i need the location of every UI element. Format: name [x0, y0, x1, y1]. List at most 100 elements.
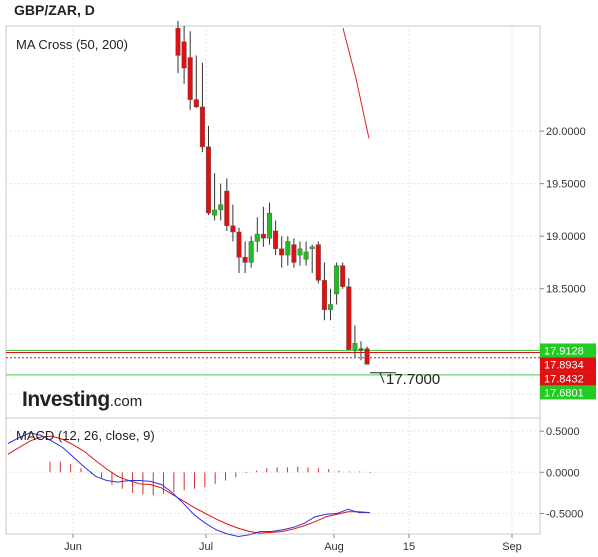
price-tag-1: 17.8934: [540, 357, 596, 372]
candle-body-2: [187, 57, 193, 100]
candle-22: [309, 244, 315, 273]
candle-body-8: [224, 190, 230, 226]
macd-series: [7, 432, 371, 537]
y-tick-label-1: 19.5000: [546, 179, 586, 191]
price-annotation: 17.7000: [370, 371, 440, 388]
candle-body-11: [242, 257, 248, 263]
candle-body-19: [291, 244, 297, 263]
candle-body-25: [328, 304, 334, 310]
chart-title: GBP/ZAR, D: [14, 2, 95, 18]
y-tick-label-0: 20.0000: [546, 126, 586, 138]
candle-30: [358, 341, 364, 361]
macd-signal-line: [7, 435, 371, 534]
price-tag-3: 17.6801: [540, 385, 596, 400]
candle-1: [181, 26, 187, 84]
candle-27: [340, 262, 346, 289]
x-tick-label-2: Aug: [324, 541, 344, 553]
brand-suffix: .com: [109, 393, 143, 410]
candle-17: [279, 236, 285, 268]
price-tags: 17.9128 17.8934 17.8432 17.6801: [540, 343, 596, 400]
main-panel: [5, 25, 541, 419]
candle-body-0: [175, 27, 181, 56]
candle-body-15: [267, 212, 273, 239]
candle-body-13: [254, 233, 260, 242]
macd-y-tick-label-1: 0.0000: [546, 467, 580, 479]
candle-20: [297, 241, 303, 266]
investing-logo: Investing.com: [22, 388, 142, 412]
x-tick-label-3: 15: [403, 541, 415, 553]
candle-3: [193, 55, 199, 108]
candle-26: [334, 262, 340, 305]
candle-6: [212, 173, 218, 221]
price-tag-label-3: 17.6801: [544, 387, 584, 399]
price-tag-bg-0: [540, 343, 596, 358]
candle-body-30: [358, 348, 364, 351]
price-tag-label-0: 17.9128: [544, 345, 584, 357]
candle-28: [346, 278, 352, 350]
candles: [175, 20, 370, 365]
candle-body-21: [303, 251, 309, 260]
y-tick-label-2: 19.0000: [546, 231, 586, 243]
candle-body-5: [205, 146, 211, 214]
candle-29: [352, 325, 358, 358]
candle-body-22: [309, 246, 315, 249]
candle-23: [315, 241, 321, 284]
candle-24: [321, 262, 327, 321]
ma-cross-label: MA Cross (50, 200): [16, 37, 128, 52]
candle-2: [187, 31, 193, 111]
candle-10: [236, 227, 242, 273]
price-tag-label-2: 17.8432: [544, 373, 584, 385]
candle-15: [267, 202, 273, 245]
candle-13: [254, 217, 260, 252]
y-axis-ticks: 20.000019.500019.000018.500017.50000.500…: [540, 126, 586, 520]
candle-body-10: [236, 231, 242, 258]
price-tag-bg-3: [540, 385, 596, 400]
candle-body-16: [273, 230, 279, 249]
macd-y-tick-label-0: 0.5000: [546, 426, 580, 438]
candle-12: [248, 236, 254, 268]
price-tag-bg-2: [540, 371, 596, 386]
candle-body-24: [321, 280, 327, 310]
candle-body-9: [230, 225, 236, 233]
candle-body-27: [340, 265, 346, 287]
brand-name: Investing: [22, 388, 110, 411]
macd-line: [7, 432, 370, 537]
annotation-leader: [379, 372, 385, 383]
candle-body-1: [181, 41, 187, 69]
candle-body-6: [212, 209, 218, 216]
candle-8: [224, 178, 230, 231]
candle-4: [199, 62, 205, 153]
candle-16: [273, 220, 279, 256]
candle-11: [242, 241, 248, 273]
candle-25: [328, 288, 334, 321]
candle-body-26: [334, 265, 340, 295]
macd-y-tick-label-2: -0.5000: [546, 508, 583, 520]
candle-body-3: [193, 99, 199, 108]
candle-0: [175, 20, 181, 74]
candle-body-18: [285, 241, 291, 256]
candle-body-29: [352, 343, 358, 350]
gridlines: [6, 26, 540, 534]
price-tag-2: 17.8432: [540, 371, 596, 386]
y-tick-label-3: 18.5000: [546, 284, 586, 296]
price-tag-0: 17.9128: [540, 343, 596, 358]
candle-body-31: [364, 348, 370, 365]
candle-body-14: [260, 233, 266, 239]
price-levels: [6, 349, 540, 376]
candle-body-7: [218, 204, 224, 211]
candle-5: [205, 125, 211, 216]
candle-body-20: [297, 248, 303, 256]
candle-body-23: [315, 244, 321, 281]
candle-9: [230, 204, 236, 242]
candle-body-4: [199, 106, 205, 148]
candle-19: [291, 238, 297, 268]
macd-label: MACD (12, 26, close, 9): [16, 428, 155, 443]
x-tick-label-0: Jun: [64, 541, 82, 553]
candle-body-12: [248, 241, 254, 263]
candle-21: [303, 241, 309, 266]
price-tag-bg-1: [540, 357, 596, 372]
ma-line: [342, 27, 370, 139]
candle-31: [364, 346, 370, 365]
candle-18: [285, 236, 291, 266]
